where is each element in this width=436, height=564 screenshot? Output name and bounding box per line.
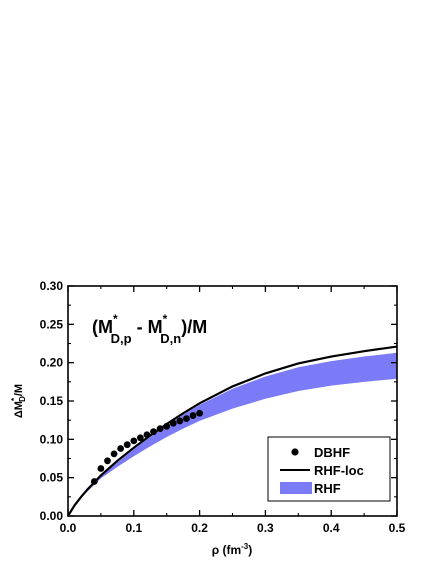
dbhf-point xyxy=(97,465,105,472)
dbhf-point xyxy=(189,412,197,419)
y-tick-label: 0.15 xyxy=(40,394,64,408)
dbhf-point-layer xyxy=(90,409,204,485)
legend-label-rhf-loc: RHF-loc xyxy=(314,463,364,478)
x-tick-label: 0.3 xyxy=(257,521,274,535)
x-axis-title: ρ (fm-3) xyxy=(212,542,253,557)
y-axis-title: ΔM*D/M xyxy=(10,384,27,418)
dbhf-point xyxy=(196,409,204,417)
x-tick-label: 0.4 xyxy=(323,521,340,535)
dbhf-point xyxy=(104,457,111,465)
legend-label-rhf: RHF xyxy=(314,481,341,496)
dbhf-point xyxy=(110,450,118,458)
legend-marker-dbhf xyxy=(291,448,299,456)
dbhf-point xyxy=(90,478,98,485)
y-tick-label: 0.25 xyxy=(40,317,64,331)
y-tick-label: 0.30 xyxy=(40,279,64,293)
dbhf-point xyxy=(183,415,190,423)
dbhf-point xyxy=(156,425,164,432)
dbhf-point xyxy=(150,428,157,436)
rhf-band xyxy=(68,352,397,516)
dbhf-point xyxy=(130,437,138,445)
axes: 0.0 0.1 0.2 0.3 0.4 0.5 0.00 0.05 0.10 0.15 0.20 0.… xyxy=(40,279,406,535)
dbhf-point xyxy=(136,434,144,442)
dbhf-point xyxy=(176,417,184,425)
dbhf-point xyxy=(123,441,131,449)
dbhf-point xyxy=(163,422,171,430)
legend-swatch-rhf xyxy=(280,482,312,494)
dbhf-point xyxy=(117,445,125,452)
y-tick-label: 0.05 xyxy=(40,471,64,485)
y-tick-label: 0.10 xyxy=(40,432,64,446)
x-tick-label: 0.0 xyxy=(60,521,77,535)
dbhf-point xyxy=(143,431,151,439)
x-tick-label: 0.1 xyxy=(125,521,142,535)
plot-annotation: (M* D,p - M* D,n)/M xyxy=(92,312,207,346)
x-tick-label: 0.2 xyxy=(191,521,208,535)
y-tick-label: 0.00 xyxy=(40,509,64,523)
x-tick-label: 0.5 xyxy=(389,521,406,535)
dbhf-point xyxy=(169,419,177,427)
legend-label-dbhf: DBHF xyxy=(314,445,350,460)
rhf-band-layer xyxy=(68,352,397,516)
y-tick-label: 0.20 xyxy=(40,356,64,370)
legend: DBHF RHF-loc RHF xyxy=(267,436,391,502)
